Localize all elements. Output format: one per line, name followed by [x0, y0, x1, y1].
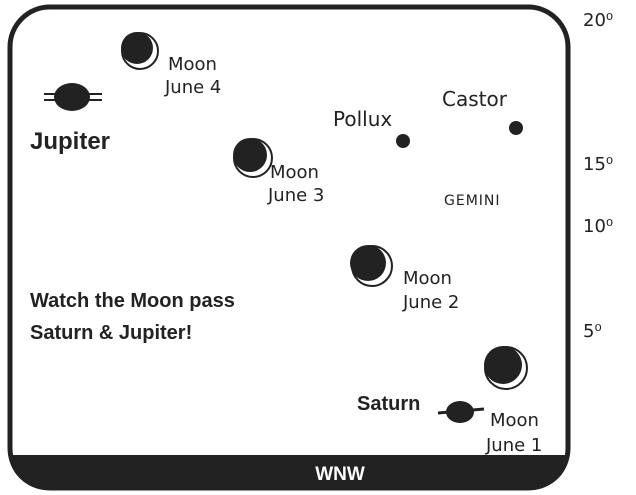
- star: [509, 121, 523, 135]
- moon-label: Moon: [270, 162, 319, 183]
- constellation-label: GEMINI: [444, 193, 501, 209]
- moon: [484, 346, 527, 389]
- star-label: Castor: [442, 87, 508, 111]
- planet-label: Saturn: [357, 393, 420, 415]
- moon-date: June 1: [485, 435, 542, 456]
- altitude-label: 20⁰: [583, 10, 613, 31]
- moon: [121, 32, 158, 69]
- star: [396, 134, 410, 148]
- caption: Watch the Moon pass: [30, 290, 235, 312]
- sky-chart: WNW 20⁰ 15⁰ 10⁰ 5⁰ Moon June 4 Jupiter P…: [0, 0, 636, 495]
- caption: Saturn & Jupiter!: [30, 322, 192, 344]
- frame: [10, 7, 568, 488]
- altitude-label: 15⁰: [583, 154, 613, 175]
- moon-date: June 2: [402, 292, 459, 313]
- direction-label: WNW: [315, 464, 365, 485]
- jupiter-icon: [44, 83, 102, 111]
- moon-date: June 3: [267, 185, 324, 206]
- moon: [233, 138, 272, 177]
- altitude-label: 5⁰: [583, 321, 602, 342]
- moon-date: June 4: [164, 77, 221, 98]
- planet-label: Jupiter: [30, 128, 110, 155]
- altitude-label: 10⁰: [583, 216, 613, 237]
- moon-label: Moon: [403, 268, 452, 289]
- saturn-icon: [438, 401, 484, 423]
- moon-label: Moon: [490, 410, 539, 431]
- star-label: Pollux: [333, 107, 392, 131]
- moon-label: Moon: [168, 54, 217, 75]
- moon: [350, 245, 392, 286]
